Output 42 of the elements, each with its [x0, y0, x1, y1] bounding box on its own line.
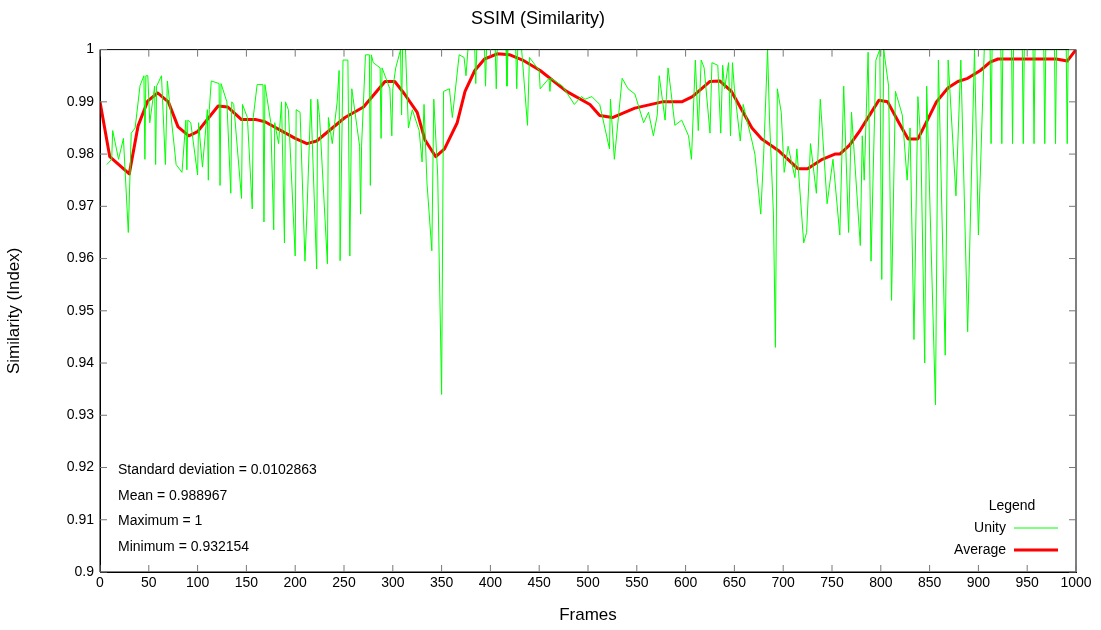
y-tick-label: 0.96: [66, 249, 95, 266]
x-tick-label: 750: [820, 574, 844, 591]
x-tick-label: 600: [673, 574, 698, 591]
y-tick-label: 0.99: [66, 92, 95, 109]
x-axis-title: Frames: [559, 605, 617, 625]
x-tick-label: 200: [283, 574, 308, 591]
annotation: Standard deviation = 0.0102863: [118, 461, 318, 478]
x-tick-label: 900: [966, 574, 991, 591]
y-tick-label: 1: [86, 40, 95, 57]
y-tick-label: 0.9: [74, 562, 95, 579]
x-tick-label: 350: [429, 574, 454, 591]
x-tick-label: 800: [869, 574, 893, 591]
y-tick-label: 0.94: [66, 353, 95, 370]
y-tick-label: 0.92: [66, 458, 95, 475]
y-tick-label: 0.91: [66, 510, 95, 527]
annotation: Minimum = 0.932154: [118, 537, 250, 554]
x-tick-label: 650: [722, 574, 747, 591]
legend-title: Legend: [988, 496, 1036, 513]
y-axis-title: Similarity (Index): [3, 247, 23, 375]
x-tick-label: 450: [527, 574, 552, 591]
y-tick-label: 0.93: [66, 406, 95, 423]
x-tick-label: 950: [1015, 574, 1040, 591]
x-tick-label: 300: [381, 574, 405, 591]
x-tick-label: 1000: [1060, 574, 1092, 591]
x-tick-label: 250: [332, 574, 356, 591]
annotation: Mean = 0.988967: [118, 486, 228, 503]
x-tick-label: 550: [625, 574, 649, 591]
y-tick-label: 0.95: [66, 301, 95, 318]
x-tick-label: 100: [185, 574, 210, 591]
legend-label: Average: [954, 540, 1007, 557]
x-tick-label: 150: [234, 574, 259, 591]
legend-label: Unity: [974, 518, 1006, 535]
x-tick-label: 50: [141, 574, 157, 591]
y-tick-label: 0.98: [66, 144, 95, 161]
y-tick-label: 0.97: [66, 197, 95, 214]
annotation: Maximum = 1: [118, 512, 203, 529]
chart-title: SSIM (Similarity): [471, 7, 605, 28]
x-tick-label: 700: [771, 574, 796, 591]
x-tick-label: 400: [478, 574, 503, 591]
x-tick-label: 500: [576, 574, 600, 591]
x-tick-label: 850: [917, 574, 942, 591]
x-tick-label: 0: [96, 574, 105, 591]
